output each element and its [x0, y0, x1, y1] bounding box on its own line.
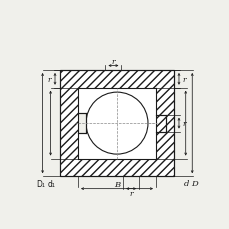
Text: r: r — [111, 58, 115, 66]
Text: r: r — [182, 120, 185, 128]
Bar — [78, 133, 146, 159]
Bar — [78, 114, 86, 133]
Circle shape — [86, 93, 147, 154]
Bar — [60, 71, 173, 177]
Bar — [60, 71, 173, 177]
Circle shape — [85, 92, 148, 155]
Bar — [78, 88, 155, 159]
Text: r: r — [129, 189, 132, 197]
Text: d₁: d₁ — [47, 179, 55, 188]
Text: D₁: D₁ — [36, 179, 45, 188]
Text: D: D — [190, 180, 196, 188]
Text: r: r — [182, 76, 185, 84]
Bar — [155, 115, 165, 132]
Text: B: B — [113, 180, 120, 188]
Text: d: d — [183, 180, 188, 188]
Bar — [78, 88, 146, 114]
Text: r: r — [48, 76, 51, 84]
